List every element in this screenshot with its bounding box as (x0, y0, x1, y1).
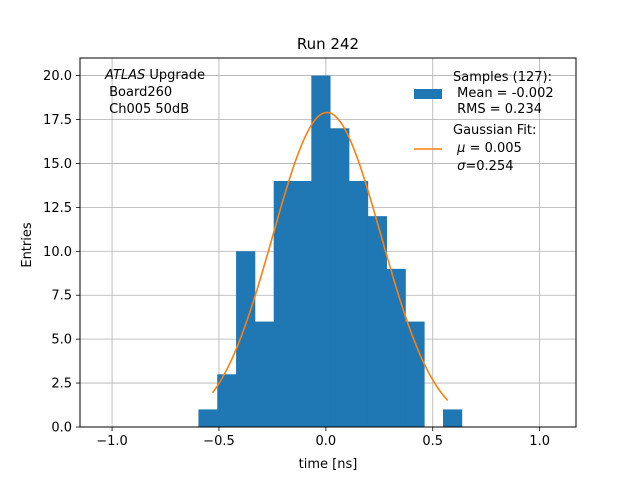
y-tick-label: 15.0 (43, 157, 72, 172)
histogram-bar (311, 75, 331, 428)
histogram-bar (217, 374, 237, 427)
x-tick-label: −0.5 (203, 434, 235, 449)
histogram-bar (273, 181, 293, 427)
plot-frame (79, 57, 577, 428)
gaussian-fit-line (211, 111, 449, 402)
y-tick-label: 5.0 (51, 333, 72, 348)
annotation-line-1: ATLAS Upgrade (104, 68, 205, 83)
x-tick-label: 0.5 (422, 434, 443, 449)
x-tick-label: 1.0 (529, 434, 550, 449)
legend-samples-line-1: Samples (127): (453, 70, 552, 85)
y-axis-label: Entries (20, 222, 35, 268)
histogram-bar (367, 216, 387, 427)
x-tick-label: −1.0 (96, 434, 128, 449)
histogram-bar (330, 128, 350, 428)
legend-fit-sigma-value: =0.254 (465, 159, 513, 174)
histogram-bar (254, 321, 275, 427)
legend-samples-swatch (414, 89, 442, 99)
legend-fit-line-1: Gaussian Fit: (453, 123, 536, 138)
y-tick-label: 17.5 (43, 113, 72, 128)
legend-samples-line-2: Mean = -0.002 (453, 86, 554, 101)
y-tick-label: 12.5 (43, 201, 72, 216)
plot-annotation: ATLAS Upgrade Board260 Ch005 50dB (104, 68, 205, 117)
chart-title: Run 242 (297, 35, 359, 53)
histogram-bar (236, 251, 256, 427)
y-tick-label: 7.5 (51, 289, 72, 304)
y-tick-label: 10.0 (43, 245, 72, 260)
axis-ticks: −1.0 −0.5 0.0 0.5 1.0 0.0 2.5 5.0 7.5 10.0 12.5 15.… (43, 69, 550, 449)
histogram-bar (443, 409, 463, 427)
histogram-bar (405, 321, 425, 427)
legend-fit-line-2: μ = 0.005 (453, 141, 522, 156)
annotation-atlas: ATLAS (104, 68, 145, 83)
legend-fit-sigma-symbol: σ (457, 159, 466, 174)
x-tick-label: 0.0 (316, 434, 337, 449)
histogram-bar (198, 409, 218, 427)
legend-samples-line-3: RMS = 0.234 (453, 102, 542, 117)
legend-fit-mu-symbol: μ (456, 141, 465, 156)
histogram-bar (386, 268, 406, 427)
annotation-line-3: Ch005 50dB (105, 102, 189, 117)
legend-fit-mu-value: = 0.005 (465, 141, 521, 156)
legend-fit-line-3: σ=0.254 (453, 159, 514, 174)
legend: Samples (127): Mean = -0.002 RMS = 0.234… (414, 70, 554, 174)
annotation-line-2: Board260 (105, 85, 172, 100)
x-axis-label: time [ns] (299, 457, 358, 472)
histogram-bar (292, 181, 312, 427)
y-tick-label: 0.0 (51, 421, 72, 436)
annotation-upgrade: Upgrade (145, 68, 205, 83)
histogram-bar (348, 181, 369, 427)
histogram-bars (198, 75, 463, 428)
y-tick-label: 20.0 (43, 69, 72, 84)
y-tick-label: 2.5 (51, 377, 72, 392)
